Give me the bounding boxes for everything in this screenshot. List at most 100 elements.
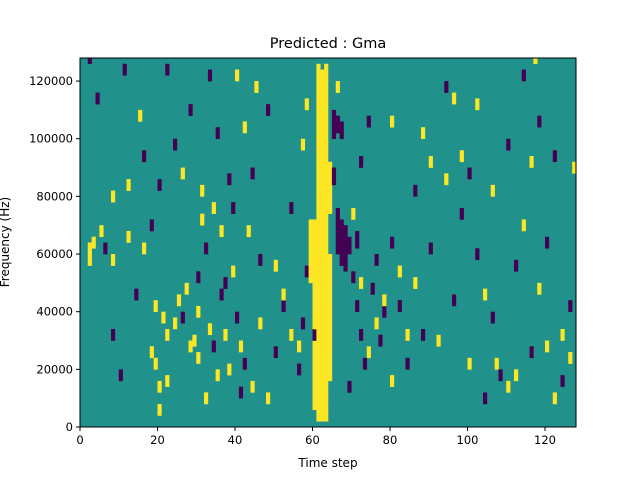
heatmap-cell-high [390,380,395,387]
heatmap-cell-high [324,167,329,174]
heatmap-cell-low [242,357,247,364]
heatmap-cell-high [324,334,329,341]
heatmap-cell-high [324,375,329,382]
heatmap-cell-high [324,346,329,353]
heatmap-cell-high [320,161,325,168]
heatmap-cell-high [335,81,340,88]
heatmap-cell-high [258,323,263,330]
heatmap-cell-high [153,300,158,307]
heatmap-cell-high [316,288,321,295]
heatmap-cell-low [204,242,209,249]
heatmap-cell-high [324,294,329,301]
heatmap-cell-low [111,334,116,341]
heatmap-cell-high [316,69,321,76]
heatmap-cell-low [370,282,375,289]
heatmap-cell-high [312,294,317,301]
heatmap-cell-high [149,346,154,353]
heatmap-cell-low [397,300,402,307]
heatmap-cell-high [320,340,325,347]
heatmap-cell-high [421,127,426,134]
heatmap-cell-high [242,121,247,128]
heatmap-cell-low [490,311,495,318]
x-axis-label: Time step [297,456,357,470]
heatmap-cell-high [552,398,557,405]
heatmap-cell-low [95,98,100,105]
heatmap-cell-high [316,415,321,422]
heatmap-cell-high [316,236,321,243]
heatmap-cell-low [235,317,240,324]
heatmap-cell-high [316,207,321,214]
heatmap-cell-high [316,248,321,255]
heatmap-cell-low [552,150,557,157]
heatmap-cell-high [138,109,143,116]
heatmap-cell-high [324,317,329,324]
heatmap-cell-high [545,340,550,347]
heatmap-cell-low [331,121,337,128]
heatmap-cell-high [126,184,131,191]
heatmap-cell-high [219,230,224,238]
heatmap-cell-high [157,403,162,411]
heatmap-cell-high [204,398,209,405]
heatmap-cell-high [328,207,333,214]
heatmap-cell-low [362,357,368,364]
heatmap-cell-low [568,305,573,312]
heatmap-cell-low [483,398,488,405]
heatmap-cell-high [483,294,488,301]
heatmap-cell-low [331,179,337,186]
heatmap-cell-high [312,386,317,393]
heatmap-cell-high [320,173,325,180]
heatmap-cell-high [312,282,317,289]
heatmap-cell-high [316,392,321,399]
heatmap-cell-low [483,392,488,399]
heatmap-cell-high [320,392,325,399]
heatmap-cell-high [320,86,325,93]
heatmap-cell-high [324,271,329,278]
heatmap-cell-high [87,259,92,266]
heatmap-cell-low [339,230,344,238]
heatmap-cell-high [328,161,333,168]
heatmap-cell-high [320,323,325,330]
heatmap-cell-high [436,334,441,341]
heatmap-cell-low [142,150,147,157]
heatmap-cell-high [312,259,317,266]
heatmap-cell-high [138,115,143,122]
heatmap-cell-high [157,380,162,387]
heatmap-cell-low [343,236,348,243]
heatmap-cell-high [312,300,317,307]
heatmap-cell-low [405,357,410,364]
heatmap-cell-low [227,173,232,180]
heatmap-cell-high [316,150,321,157]
heatmap-cell-high [328,305,333,312]
heatmap-cell-low [405,363,410,370]
heatmap-cell-high [324,236,329,243]
heatmap-cell-high [324,259,329,266]
heatmap-cell-high [320,271,325,278]
heatmap-cell-high [316,63,321,70]
heatmap-cell-high [390,375,395,382]
heatmap-cell-high [266,398,271,405]
heatmap-cell-low [355,305,360,312]
heatmap-cell-high [328,288,333,295]
heatmap-cell-high [312,357,317,364]
heatmap-cell-low [204,248,209,255]
heatmap-cell-high [308,225,313,232]
heatmap-cell-high [320,277,325,284]
heatmap-cell-low [331,115,337,122]
heatmap-cell-high [324,300,329,307]
heatmap-cell-low [223,282,228,289]
heatmap-cell-high [324,213,329,220]
heatmap-cell-high [324,104,329,111]
x-tick-label: 60 [305,433,320,447]
heatmap-cell-high [366,352,371,359]
heatmap-cell-high [320,132,325,140]
heatmap-cell-high [324,328,329,336]
heatmap-cell-high [475,104,480,111]
heatmap-cell-high [99,230,104,238]
heatmap-cell-high [258,317,263,324]
heatmap-cell-high [506,380,511,387]
heatmap-cell-high [316,202,321,209]
heatmap-cell-high [483,288,488,295]
heatmap-cell-high [328,352,333,359]
heatmap-cell-high [308,277,313,284]
heatmap-cell-low [331,109,337,116]
